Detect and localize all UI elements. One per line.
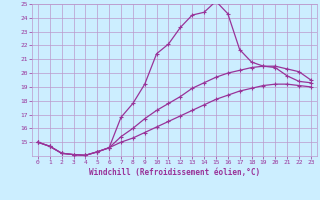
X-axis label: Windchill (Refroidissement éolien,°C): Windchill (Refroidissement éolien,°C): [89, 168, 260, 177]
